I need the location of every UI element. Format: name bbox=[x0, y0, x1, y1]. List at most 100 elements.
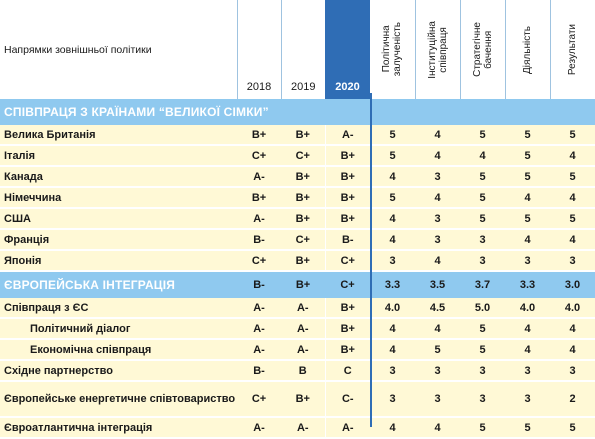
score-cell: 4 bbox=[370, 318, 415, 340]
grade-2020: B+ bbox=[324, 208, 370, 230]
score-cell: 5.0 bbox=[460, 298, 505, 319]
grade-2020: A- bbox=[324, 125, 370, 146]
score-cell: 3 bbox=[460, 229, 505, 251]
grade-2020: C bbox=[324, 360, 370, 382]
score-cell: 5 bbox=[370, 145, 415, 167]
score-cell: 3 bbox=[370, 381, 415, 418]
criterion-results-header: Результати bbox=[549, 0, 595, 99]
score-cell: 4 bbox=[550, 318, 595, 340]
score-cell: 5 bbox=[415, 339, 460, 361]
grade-2020: B+ bbox=[324, 187, 370, 209]
table-row: Економічна співпраця A- A- B+ 4 5 5 4 4 bbox=[0, 339, 595, 361]
row-label: Франція bbox=[0, 229, 237, 251]
grade-2019: B+ bbox=[281, 125, 325, 146]
score-cell: 3 bbox=[505, 250, 550, 272]
row-label: Євроатлантична інтеграція bbox=[0, 417, 237, 439]
section-title: ЄВРОПЕЙСЬКА ІНТЕГРАЦІЯ bbox=[0, 271, 237, 298]
score-cell: 3 bbox=[415, 360, 460, 382]
score-cell: 5 bbox=[505, 417, 550, 439]
table-row: Східне партнерство B- B C 3 3 3 3 3 bbox=[0, 360, 595, 382]
grade-2020: A- bbox=[324, 417, 370, 439]
row-label: Німеччина bbox=[0, 187, 237, 209]
score-cell: 4 bbox=[505, 187, 550, 209]
score-cell: 4 bbox=[415, 125, 460, 146]
table-row: Канада A- B+ B+ 4 3 5 5 5 bbox=[0, 166, 595, 188]
year-2020-header: 2020 bbox=[325, 0, 370, 99]
grade-2019: A- bbox=[281, 298, 325, 319]
score-cell: 3 bbox=[505, 381, 550, 418]
score-cell: 4.0 bbox=[550, 298, 595, 319]
row-label: Східне партнерство bbox=[0, 360, 237, 382]
grade-2018: B- bbox=[237, 360, 281, 382]
score-cell: 4 bbox=[460, 145, 505, 167]
score-cell: 3 bbox=[415, 381, 460, 418]
section-title: СПІВПРАЦЯ З КРАЇНАМИ “ВЕЛИКОЇ СІМКИ” bbox=[0, 99, 595, 125]
score-cell: 4 bbox=[415, 417, 460, 439]
criterion-institutional-cooperation-header: Інституційна співпраця bbox=[414, 0, 460, 99]
score-cell: 4.0 bbox=[370, 298, 415, 319]
score-cell: 5 bbox=[460, 339, 505, 361]
score-cell: 3 bbox=[505, 360, 550, 382]
grade-2019: C+ bbox=[281, 145, 325, 167]
table-row: Політичний діалог A- A- B+ 4 4 5 4 4 bbox=[0, 318, 595, 340]
score-cell: 3 bbox=[460, 360, 505, 382]
score-cell: 4 bbox=[550, 187, 595, 209]
grade-2019: B+ bbox=[281, 166, 325, 188]
table-row: Німеччина B+ B+ B+ 5 4 5 4 4 bbox=[0, 187, 595, 209]
score-cell: 4 bbox=[415, 318, 460, 340]
grade-2020: B+ bbox=[324, 145, 370, 167]
score-cell: 4 bbox=[505, 229, 550, 251]
section-score: 3.0 bbox=[550, 271, 595, 298]
score-cell: 4 bbox=[550, 145, 595, 167]
score-cell: 4 bbox=[415, 250, 460, 272]
grade-2019: A- bbox=[281, 339, 325, 361]
grade-2019: A- bbox=[281, 417, 325, 439]
score-cell: 5 bbox=[550, 417, 595, 439]
grade-2020: B+ bbox=[324, 318, 370, 340]
year-2018-header: 2018 bbox=[236, 0, 281, 99]
score-cell: 5 bbox=[550, 125, 595, 146]
row-label: Велика Британія bbox=[0, 125, 237, 146]
score-cell: 3 bbox=[415, 166, 460, 188]
section-score: 3.3 bbox=[370, 271, 415, 298]
grade-2018: A- bbox=[237, 339, 281, 361]
criterion-political-engagement-header: Політична залученість bbox=[370, 0, 415, 99]
grade-2018: A- bbox=[237, 166, 281, 188]
section-row: ЄВРОПЕЙСЬКА ІНТЕГРАЦІЯ B- B+ C+ 3.3 3.5 3.7 3.3… bbox=[0, 271, 595, 298]
row-label: Співпраця з ЄС bbox=[0, 298, 237, 319]
score-cell: 3 bbox=[550, 250, 595, 272]
grade-2020: C- bbox=[324, 381, 370, 418]
score-cell: 5 bbox=[505, 125, 550, 146]
section-score: 3.3 bbox=[505, 271, 550, 298]
score-cell: 5 bbox=[550, 166, 595, 188]
grade-2018: A- bbox=[237, 298, 281, 319]
section-score: 3.7 bbox=[460, 271, 505, 298]
row-label: Європейське енергетичне співтовариство bbox=[0, 381, 237, 418]
direction-header: Напрямки зовнішньої політики bbox=[0, 0, 237, 99]
grade-2019: C+ bbox=[281, 229, 325, 251]
table-row: Італія C+ C+ B+ 5 4 4 5 4 bbox=[0, 145, 595, 167]
section-score: 3.5 bbox=[415, 271, 460, 298]
score-cell: 4 bbox=[550, 339, 595, 361]
score-cell: 5 bbox=[460, 417, 505, 439]
section-row: СПІВПРАЦЯ З КРАЇНАМИ “ВЕЛИКОЇ СІМКИ” bbox=[0, 99, 595, 125]
score-cell: 4 bbox=[550, 229, 595, 251]
grade-2020: B+ bbox=[324, 298, 370, 319]
score-cell: 5 bbox=[370, 125, 415, 146]
score-cell: 5 bbox=[460, 318, 505, 340]
grade-2019: B+ bbox=[281, 381, 325, 418]
score-cell: 5 bbox=[460, 125, 505, 146]
score-cell: 3 bbox=[460, 250, 505, 272]
row-label: Політичний діалог bbox=[0, 318, 237, 340]
score-cell: 3 bbox=[415, 208, 460, 230]
grade-2018: B+ bbox=[237, 125, 281, 146]
score-cell: 4 bbox=[505, 318, 550, 340]
criterion-activity-header: Діяльність bbox=[504, 0, 550, 99]
score-cell: 4 bbox=[505, 339, 550, 361]
table-row: Євроатлантична інтеграція A- A- A- 4 4 5 5 5 bbox=[0, 417, 595, 439]
score-cell: 3 bbox=[550, 360, 595, 382]
score-cell: 4.0 bbox=[505, 298, 550, 319]
score-cell: 3 bbox=[415, 229, 460, 251]
